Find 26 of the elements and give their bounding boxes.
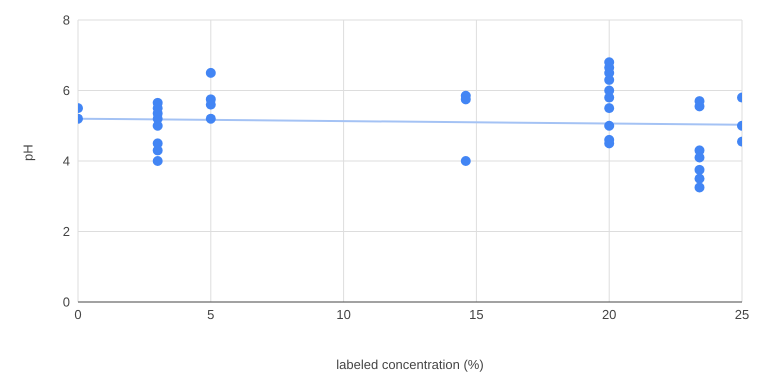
point [694, 174, 705, 184]
x-tick-label: 25 [734, 307, 750, 322]
point [152, 145, 163, 156]
y-tick-label: 4 [62, 154, 70, 169]
point [152, 156, 163, 166]
x-tick-label: 5 [207, 307, 214, 322]
point [460, 156, 471, 166]
y-tick-label: 2 [62, 224, 70, 240]
point [206, 114, 216, 124]
x-tick-label: 20 [602, 307, 616, 322]
y-axis-title: pH [20, 144, 36, 161]
x-axis-title: labeled concentration (%) [336, 357, 484, 372]
point [152, 120, 163, 131]
point [604, 103, 614, 114]
point [604, 120, 614, 131]
x-tick-label: 15 [469, 307, 484, 322]
point [604, 74, 614, 85]
y-tick-label: 0 [62, 294, 70, 310]
point [604, 92, 614, 103]
point [694, 182, 705, 192]
y-tick-label: 6 [62, 83, 70, 98]
x-tick-label: 10 [336, 307, 351, 322]
y-tick-label: 8 [62, 12, 70, 28]
x-tick-label: 0 [74, 307, 82, 322]
point [694, 164, 705, 175]
point [206, 68, 216, 78]
